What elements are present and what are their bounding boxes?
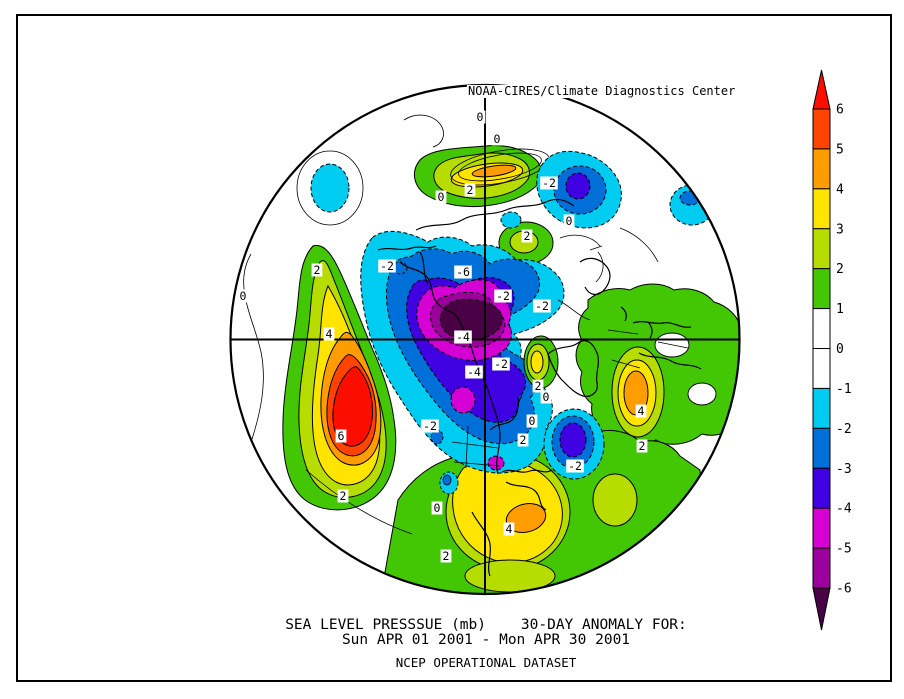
colorbar-tick-label: 3: [836, 222, 844, 237]
central-atlantic-yg-patch: [593, 474, 637, 526]
colorbar-segment: [813, 269, 830, 309]
colorbar-tick-label: 5: [836, 142, 844, 157]
contour-label: -2: [380, 259, 394, 273]
colorbar-tick-label: 2: [836, 262, 844, 277]
contour-label: 0: [494, 132, 501, 146]
colorbar-segment: [813, 189, 830, 229]
colorbar-tick-label: -1: [836, 382, 852, 397]
colorbar-segment: [813, 109, 830, 149]
contour-label: 2: [639, 439, 646, 453]
colorbar-segment: [813, 428, 830, 468]
contour-label: 2: [467, 183, 474, 197]
contour-label: 0: [529, 414, 536, 428]
contour-label: -2: [542, 176, 556, 190]
nw-atlantic-low-core: [560, 423, 586, 457]
contour-label: 0: [566, 214, 573, 228]
colorbar-tick-label: -6: [836, 582, 852, 597]
contour-label: 4: [506, 522, 513, 536]
caption-line-3: NCEP OPERATIONAL DATASET: [66, 655, 904, 670]
colorbar-tick-label: -5: [836, 542, 852, 557]
colorbar-segment: [813, 388, 830, 428]
contour-label: 2: [520, 433, 527, 447]
us-blue-spot: [443, 475, 451, 485]
colorbar-tick-label: 6: [836, 103, 844, 118]
contour-label: -2: [496, 289, 510, 303]
colorbar-segment: [813, 548, 830, 588]
colorbar-segment: [813, 149, 830, 189]
contour-label: -2: [494, 357, 508, 371]
europe-high-ring-1: [576, 284, 744, 445]
slp-anomaly-plot-page: 2462-20-6-2-2-4-2-42000-22020-24220420-2…: [0, 0, 904, 699]
small-negative-spot: [501, 212, 521, 228]
colorbar-tick-label: -3: [836, 462, 852, 477]
contour-label: -2: [535, 299, 549, 313]
captions: SEA LEVEL PRESSSUE (mb) 30-DAY ANOMALY F…: [66, 618, 904, 670]
polar-low-sublobe-2: [488, 456, 504, 470]
contour-label: -6: [456, 265, 470, 279]
contour-label: 6: [338, 429, 345, 443]
contour-label: -2: [423, 419, 437, 433]
contour-label: 0: [240, 289, 247, 303]
contour-label: 2: [524, 229, 531, 243]
colorbar-segment: [813, 508, 830, 548]
colorbar-tick-label: 4: [836, 182, 844, 197]
contour-label: 0: [477, 110, 484, 124]
colorbar-segment: [813, 229, 830, 269]
contour-label: -4: [456, 330, 470, 344]
contour-label: -4: [467, 365, 481, 379]
contour-label: 0: [543, 390, 550, 404]
colorbar-tick-label: -4: [836, 502, 852, 517]
contour-label: 4: [326, 327, 333, 341]
anomaly-map-svg: 2462-20-6-2-2-4-2-42000-22020-24220420-2…: [0, 0, 904, 699]
contour-label: -2: [568, 459, 582, 473]
colorbar-tick-label: 0: [836, 342, 844, 357]
caption-line-1: SEA LEVEL PRESSSUE (mb) 30-DAY ANOMALY F…: [66, 618, 904, 633]
colorbar-tick-label: -2: [836, 422, 852, 437]
europe-white-hole-2: [688, 383, 716, 405]
colorbar-arrow-top: [813, 70, 830, 109]
caption-line-2: Sun APR 01 2001 - Mon APR 30 2001: [66, 633, 904, 648]
taymyr-high-core: [531, 351, 543, 373]
contour-label: 0: [434, 501, 441, 515]
contour-label: 2: [535, 379, 542, 393]
source-title: NOAA-CIRES/Climate Diagnostics Center: [467, 85, 736, 98]
contour-label: 0: [438, 190, 445, 204]
colorbar-tick-label: 1: [836, 302, 844, 317]
negative-cell-northeast-pacific: [311, 164, 349, 212]
contour-label: 2: [314, 263, 321, 277]
polar-low-sublobe-1: [451, 387, 475, 413]
contour-label: 2: [340, 489, 347, 503]
kara-low-core: [566, 173, 590, 199]
contour-label: 2: [443, 549, 450, 563]
colorbar: 6 5 4 3 2 1 0 -1 -2 -3 -4 -5 -6: [813, 70, 852, 630]
colorbar-segment: [813, 309, 830, 349]
contour-label: 4: [638, 404, 645, 418]
colorbar-segment: [813, 349, 830, 389]
colorbar-segment: [813, 468, 830, 508]
